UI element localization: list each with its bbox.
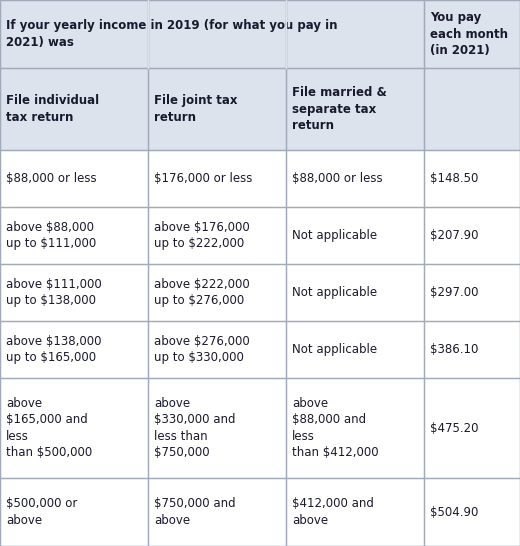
Text: above
$165,000 and
less
than $500,000: above $165,000 and less than $500,000	[6, 397, 93, 459]
Bar	[286, 378, 424, 478]
Text: above $222,000
up to $276,000: above $222,000 up to $276,000	[154, 278, 250, 307]
Text: above $111,000
up to $138,000: above $111,000 up to $138,000	[6, 278, 102, 307]
Bar	[424, 321, 520, 378]
Bar	[424, 264, 520, 321]
Text: above
$330,000 and
less than
$750,000: above $330,000 and less than $750,000	[154, 397, 236, 459]
Text: above $88,000
up to $111,000: above $88,000 up to $111,000	[6, 221, 97, 250]
Text: $148.50: $148.50	[430, 172, 478, 185]
Bar	[0, 0, 424, 68]
Text: $750,000 and
above: $750,000 and above	[154, 497, 236, 527]
Bar	[0, 321, 148, 378]
Text: File married &
separate tax
return: File married & separate tax return	[292, 86, 387, 132]
Bar	[286, 321, 424, 378]
Text: File individual
tax return: File individual tax return	[6, 94, 99, 124]
Bar	[148, 68, 286, 150]
Bar	[286, 478, 424, 546]
Text: Not applicable: Not applicable	[292, 229, 378, 242]
Text: above
$88,000 and
less
than $412,000: above $88,000 and less than $412,000	[292, 397, 379, 459]
Bar	[0, 68, 148, 150]
Text: above $138,000
up to $165,000: above $138,000 up to $165,000	[6, 335, 102, 364]
Text: above $276,000
up to $330,000: above $276,000 up to $330,000	[154, 335, 250, 364]
Text: Not applicable: Not applicable	[292, 286, 378, 299]
Text: File joint tax
return: File joint tax return	[154, 94, 238, 124]
Text: You pay
each month
(in 2021): You pay each month (in 2021)	[430, 11, 508, 57]
Text: $88,000 or less: $88,000 or less	[6, 172, 97, 185]
Text: $207.90: $207.90	[430, 229, 479, 242]
Bar	[424, 207, 520, 264]
Bar	[286, 264, 424, 321]
Bar	[424, 478, 520, 546]
Bar	[424, 68, 520, 150]
Bar	[148, 264, 286, 321]
Bar	[0, 150, 148, 207]
Bar	[424, 378, 520, 478]
Bar	[0, 478, 148, 546]
Bar	[148, 478, 286, 546]
Bar	[0, 207, 148, 264]
Bar	[0, 264, 148, 321]
Bar	[0, 378, 148, 478]
Text: Not applicable: Not applicable	[292, 343, 378, 356]
Bar	[148, 207, 286, 264]
Text: $386.10: $386.10	[430, 343, 478, 356]
Bar	[148, 150, 286, 207]
Bar	[424, 0, 520, 68]
Text: $412,000 and
above: $412,000 and above	[292, 497, 374, 527]
Bar	[148, 378, 286, 478]
Text: $88,000 or less: $88,000 or less	[292, 172, 383, 185]
Text: $475.20: $475.20	[430, 422, 479, 435]
Bar	[286, 150, 424, 207]
Bar	[286, 207, 424, 264]
Bar	[286, 68, 424, 150]
Bar	[424, 150, 520, 207]
Text: above $176,000
up to $222,000: above $176,000 up to $222,000	[154, 221, 250, 250]
Text: If your yearly income in 2019 (for what you pay in
2021) was: If your yearly income in 2019 (for what …	[6, 19, 338, 49]
Text: $500,000 or
above: $500,000 or above	[6, 497, 77, 527]
Text: $504.90: $504.90	[430, 506, 478, 519]
Text: $176,000 or less: $176,000 or less	[154, 172, 253, 185]
Text: $297.00: $297.00	[430, 286, 479, 299]
Bar	[148, 321, 286, 378]
